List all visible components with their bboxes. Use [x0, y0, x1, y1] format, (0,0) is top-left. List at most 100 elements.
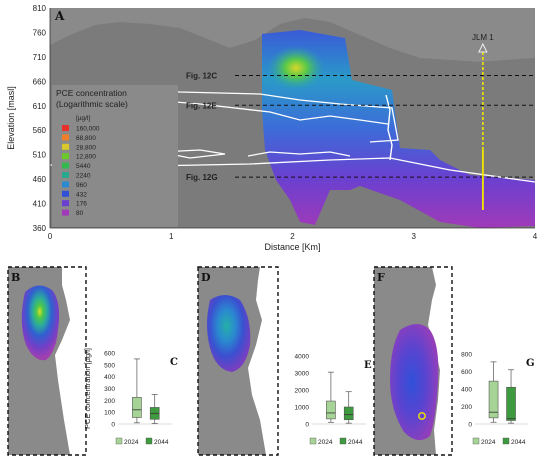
boxplot-panel-letter: G — [526, 358, 535, 369]
boxplot-legend-label: 2044 — [511, 439, 526, 446]
boxplot-y-tick-label: 400 — [104, 374, 115, 381]
panel-a-layer-line — [99, 95, 389, 125]
well-icon — [478, 42, 488, 53]
legend-swatch — [62, 209, 69, 216]
boxplot-y-tick-label: 100 — [104, 410, 115, 417]
boxplot-legend-label: 2024 — [318, 439, 333, 446]
section-line-label: Fig. 12C — [186, 71, 217, 80]
panel-b-plume — [21, 285, 60, 361]
legend-entry-label: 80 — [76, 210, 84, 217]
boxplot-y-tick-label: 3000 — [295, 371, 310, 378]
boxplot-legend-label: 2044 — [348, 439, 363, 446]
boxplot-y-tick-label: 0 — [305, 422, 309, 429]
well-label: JLM 1 — [472, 33, 494, 42]
legend-swatch — [62, 134, 69, 141]
section-line-label: Fig. 12E — [186, 101, 217, 110]
legend-entry-label: 160,000 — [76, 126, 100, 133]
panel-a-layer-line — [247, 151, 351, 157]
legend-entry-label: 960 — [76, 182, 87, 189]
north-arrow-icon: N — [439, 273, 447, 288]
boxplot-y-axis-label: PCE concentration [µg/l] — [83, 348, 92, 429]
panel-a-y-tick-label: 560 — [33, 126, 47, 135]
boxplot-legend-label: 2044 — [154, 439, 169, 446]
boxplot-legend-label: 2024 — [124, 439, 139, 446]
boxplot-y-tick-label: 2000 — [295, 388, 310, 395]
panel-a-y-tick-label: 360 — [33, 224, 47, 233]
panel-a-y-tick-label: 610 — [33, 102, 47, 111]
legend-swatch — [62, 200, 69, 207]
panel-a-x-tick-label: 1 — [169, 232, 174, 241]
panel-d-coast — [248, 267, 278, 455]
legend-swatch — [62, 162, 69, 169]
panel-a-x-axis-label: Distance [Km] — [264, 242, 320, 252]
panel-b-map: B — [7, 266, 87, 456]
legend-entry-label: 5440 — [76, 163, 91, 170]
legend-box — [52, 85, 178, 227]
boxplot-y-tick-label: 4000 — [295, 354, 310, 361]
boxplot-y-tick-label: 1000 — [295, 405, 310, 412]
legend-swatch — [62, 153, 69, 160]
panel-f-map: F N — [373, 266, 453, 456]
panel-a-x-tick-label: 3 — [412, 232, 417, 241]
panel-b-letter: B — [11, 271, 20, 284]
boxplot-y-tick-label: 0 — [468, 422, 472, 429]
panel-a-layer-line — [97, 87, 399, 143]
panel-f-coast — [428, 267, 452, 455]
legend-swatch — [62, 190, 69, 197]
boxplot-y-tick-label: 0 — [111, 422, 115, 429]
panel-a-y-tick-label: 460 — [33, 175, 47, 184]
boxplot-box — [343, 406, 354, 421]
boxplot-legend-label: 2024 — [481, 439, 496, 446]
boxplot-y-tick-label: 200 — [104, 398, 115, 405]
legend-title: PCE concentration — [56, 88, 127, 98]
panel-f-letter: F — [377, 271, 385, 284]
boxplot-box — [132, 397, 142, 418]
boxplot-y-tick-label: 600 — [461, 369, 472, 376]
panel-d-map: D — [197, 266, 279, 456]
panel-d-letter: D — [201, 271, 211, 284]
legend-swatch — [62, 125, 69, 131]
panel-a-plume — [262, 30, 535, 228]
panel-a-x-tick-label: 0 — [48, 232, 53, 241]
boxplot-box — [326, 400, 336, 420]
boxplot-y-tick-label: 300 — [104, 386, 115, 393]
legend-entry-label: 12,800 — [76, 154, 96, 161]
panel-g-boxplot: 0 200 400 600 800 2024 2044 G — [461, 352, 534, 447]
panel-c-boxplot: 0 100 200 300 400 500 600 2024 2044 C PCE concentr… — [83, 348, 178, 446]
panel-b-coast — [55, 267, 86, 455]
boxplot-panel-letter: E — [364, 360, 372, 371]
panel-f-well-marker — [418, 412, 426, 420]
boxplot-legend-swatch — [502, 437, 510, 445]
panel-a-x-tick-label: 4 — [533, 232, 538, 241]
panel-a-layer-line — [385, 94, 393, 161]
legend-entry-label: 68,800 — [76, 135, 96, 142]
panel-a-y-tick-label: 410 — [33, 200, 47, 209]
legend-entry-label: 176 — [76, 201, 87, 208]
panel-a-y-tick-label: 760 — [33, 28, 47, 37]
panel-a-y-tick-label: 710 — [33, 53, 47, 62]
panel-a-y-axis-label: Elevation [masl] — [6, 86, 16, 150]
boxplot-legend-swatch — [309, 437, 317, 445]
legend-entry-label: 2240 — [76, 173, 91, 180]
panel-a-y-tick-label: 660 — [33, 77, 47, 86]
boxplot-y-tick-label: 200 — [461, 404, 472, 411]
legend-subtitle: (Logarithmic scale) — [56, 99, 128, 109]
legend-entry-label: 28,800 — [76, 144, 96, 151]
section-line-label: Fig. 12G — [186, 173, 218, 182]
boxplot-box — [506, 386, 516, 421]
legend-swatch — [62, 172, 69, 178]
boxplot-legend-swatch — [472, 437, 480, 445]
boxplot-legend-swatch — [115, 437, 123, 445]
legend-unit: [µg/l] — [76, 115, 90, 122]
boxplot-panel-letter: C — [170, 357, 178, 368]
legend-swatch — [62, 181, 69, 188]
panel-f-plume — [390, 324, 439, 441]
boxplot-y-tick-label: 600 — [104, 351, 115, 358]
panel-a: Fig. 12C Fig. 12E Fig. 12G JLM 1 PCE conce… — [6, 4, 538, 252]
legend-entry-label: 432 — [76, 191, 87, 198]
legend-swatch — [62, 143, 69, 150]
panel-a-x-tick-label: 2 — [290, 232, 295, 241]
boxplot-y-tick-label: 800 — [461, 352, 472, 359]
panel-a-y-tick-label: 510 — [33, 151, 47, 160]
